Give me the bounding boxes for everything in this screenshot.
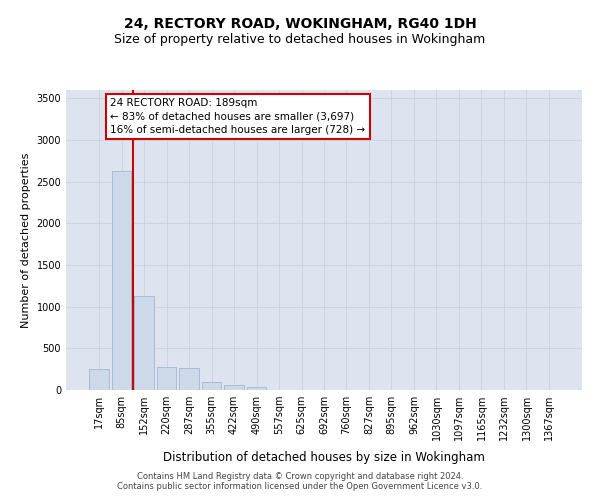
Bar (247, 387, 266, 390)
Bar (202, 382, 221, 390)
Bar (89, 369, 109, 390)
X-axis label: Distribution of detached houses by size in Wokingham: Distribution of detached houses by size … (163, 452, 485, 464)
Bar (179, 368, 199, 390)
Text: Size of property relative to detached houses in Wokingham: Size of property relative to detached ho… (115, 32, 485, 46)
Bar (112, 171, 131, 390)
Bar (224, 386, 244, 390)
Bar (157, 366, 176, 390)
Text: Contains public sector information licensed under the Open Government Licence v3: Contains public sector information licen… (118, 482, 482, 491)
Text: 24, RECTORY ROAD, WOKINGHAM, RG40 1DH: 24, RECTORY ROAD, WOKINGHAM, RG40 1DH (124, 18, 476, 32)
Y-axis label: Number of detached properties: Number of detached properties (21, 152, 31, 328)
Bar (134, 296, 154, 390)
Text: 24 RECTORY ROAD: 189sqm
← 83% of detached houses are smaller (3,697)
16% of semi: 24 RECTORY ROAD: 189sqm ← 83% of detache… (110, 98, 365, 134)
Text: Contains HM Land Registry data © Crown copyright and database right 2024.: Contains HM Land Registry data © Crown c… (137, 472, 463, 481)
